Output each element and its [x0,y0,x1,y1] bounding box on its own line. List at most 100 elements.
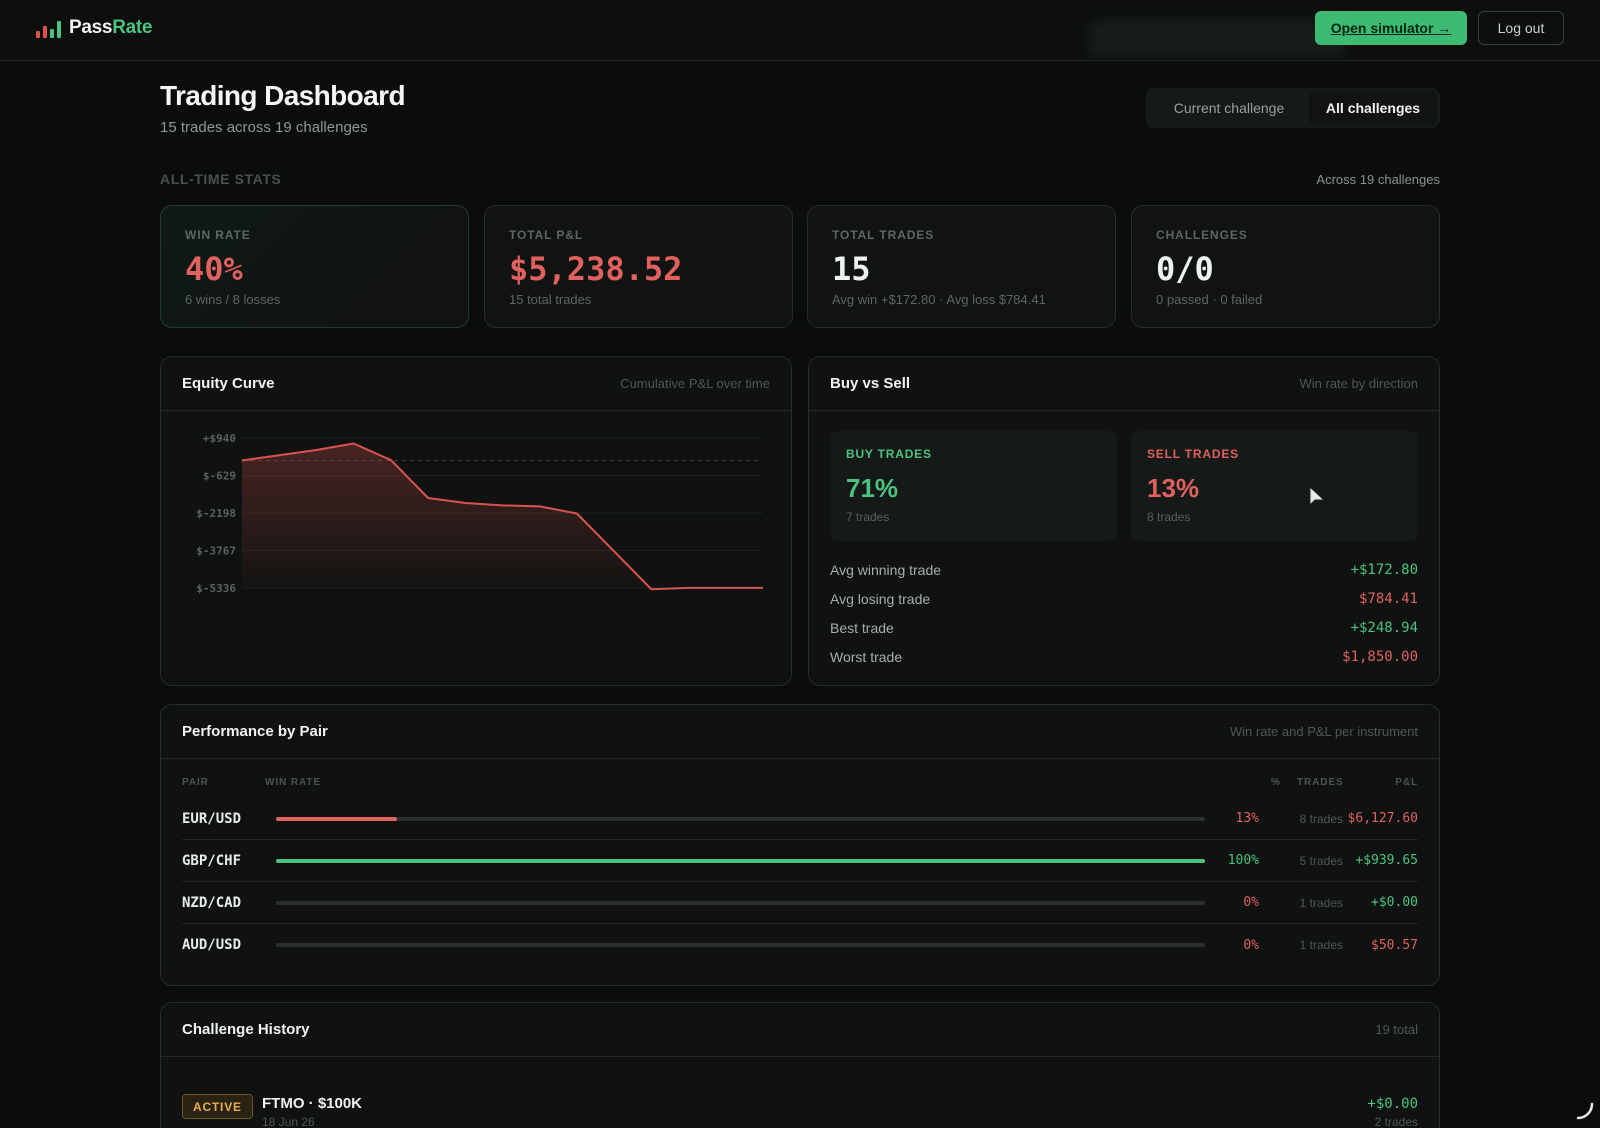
best-trade-row: Best trade +$248.94 [830,618,1418,638]
total-pnl-value: $5,238.52 [509,250,683,288]
pair-pct: 0% [1243,937,1259,953]
win-rate-value: 40% [185,250,243,288]
challenge-trades: 2 trades [1374,1115,1418,1128]
performance-by-pair-panel: Performance by Pair Win rate and P&L per… [160,704,1440,986]
y-tick-label: $-5336 [196,582,236,595]
tab-all-challenges[interactable]: All challenges [1309,91,1437,125]
buy-sell-hint: Win rate by direction [1299,376,1419,391]
challenge-date: 18 Jun 26 [262,1115,315,1128]
win-rate-label: WIN RATE [185,228,251,242]
scope-tabs: Current challenge All challenges [1146,88,1440,128]
pairs-hint: Win rate and P&L per instrument [1229,724,1418,739]
pair-pct: 100% [1227,853,1259,868]
avg-winning-label: Avg winning trade [830,562,942,578]
col-pair: PAIR [182,777,209,788]
sell-trades-label: SELL TRADES [1147,447,1239,461]
stats-section-hint: Across 19 challenges [1316,172,1440,187]
win-rate-card: WIN RATE 40% 6 wins / 8 losses [160,205,469,328]
bar-chart-icon [36,18,61,38]
stats-section-label: ALL-TIME STATS [160,171,282,187]
history-header: Challenge History 19 total [161,1003,1439,1057]
pair-name: AUD/USD [182,937,242,953]
win-rate-bar [276,816,1205,821]
pairs-header: Performance by Pair Win rate and P&L per… [161,705,1439,759]
best-trade-value: +$248.94 [1350,620,1418,636]
win-rate-bar [276,900,1205,905]
open-simulator-button[interactable]: Open simulator → [1315,11,1467,45]
pair-pnl: $50.57 [1371,937,1418,953]
buy-trades-sub: 7 trades [846,510,890,524]
pair-row[interactable]: EUR/USD 13% 8 trades $6,127.60 [182,798,1418,840]
pair-name: GBP/CHF [182,852,242,869]
pair-trades: 1 trades [1299,938,1343,952]
buy-sell-header: Buy vs Sell Win rate by direction [809,357,1439,411]
equity-line [241,442,763,591]
pair-row[interactable]: GBP/CHF 100% 5 trades +$939.65 [182,840,1418,882]
win-rate-bar-fill [276,816,397,821]
page-subtitle: 15 trades across 19 challenges [160,119,368,136]
avg-winning-value: +$172.80 [1350,562,1418,578]
pairs-title: Performance by Pair [182,723,328,740]
sell-trades-value: 13% [1147,473,1200,503]
avg-winning-row: Avg winning trade +$172.80 [830,560,1418,580]
pair-name: EUR/USD [182,810,242,827]
pair-pnl: +$0.00 [1371,895,1418,910]
total-trades-card: TOTAL TRADES 15 Avg win +$172.80 · Avg l… [807,205,1116,328]
col-win-rate: WIN RATE [265,777,321,788]
y-tick-label: $-3767 [196,545,236,558]
challenge-name: FTMO · $100K [262,1095,363,1112]
challenges-card: CHALLENGES 0/0 0 passed · 0 failed [1131,205,1440,328]
avg-losing-row: Avg losing trade $784.41 [830,589,1418,609]
logout-button[interactable]: Log out [1478,11,1564,45]
pair-trades: 1 trades [1299,895,1343,910]
pair-row[interactable]: AUD/USD 0% 1 trades $50.57 [182,924,1418,966]
pair-pct: 13% [1235,811,1259,826]
blurred-region [1090,20,1344,58]
challenge-history-panel: Challenge History 19 total ACTIVE FTMO ·… [160,1002,1440,1128]
history-hint: 19 total [1375,1022,1418,1037]
brand-name: PassRate [69,17,153,38]
equity-chart: +$940 $-629 $-2198 $-3767 $-5336 [196,432,763,595]
col-trades: TRADES [1297,777,1344,788]
worst-trade-row: Worst trade $1,850.00 [830,647,1418,667]
buy-trades-card: BUY TRADES 71% 7 trades [830,431,1117,541]
pair-trades: 8 trades [1299,811,1343,826]
pair-row[interactable]: NZD/CAD 0% 1 trades +$0.00 [182,882,1418,924]
pair-pct: 0% [1243,895,1259,910]
sell-trades-sub: 8 trades [1147,510,1191,524]
pair-trades: 5 trades [1299,853,1343,868]
best-trade-label: Best trade [830,620,894,636]
mouse-cursor-icon [1309,486,1326,507]
buy-sell-panel: Buy vs Sell Win rate by direction BUY TR… [808,356,1440,686]
avg-losing-label: Avg losing trade [830,591,931,607]
total-pnl-label: TOTAL P&L [509,228,584,242]
win-rate-bar [276,858,1205,863]
brand-logo[interactable]: PassRate [36,17,152,39]
status-badge: ACTIVE [182,1094,253,1119]
total-trades-label: TOTAL TRADES [832,228,935,242]
y-tick-label: $-629 [203,470,236,483]
challenges-sub: 0 passed · 0 failed [1156,292,1263,307]
total-trades-value: 15 [832,250,871,288]
total-trades-sub: Avg win +$172.80 · Avg loss $784.41 [832,292,1046,307]
equity-curve-hint: Cumulative P&L over time [620,376,770,391]
top-bar: PassRate Open simulator → Log out [0,0,1600,61]
y-tick-label: $-2198 [196,507,236,520]
equity-area [242,443,763,590]
total-pnl-sub: 15 total trades [509,292,592,307]
total-pnl-card: TOTAL P&L $5,238.52 15 total trades [484,205,793,328]
sell-trades-card: SELL TRADES 13% 8 trades [1131,431,1418,541]
loading-spinner-icon [1576,1102,1594,1120]
win-rate-sub: 6 wins / 8 losses [185,292,281,307]
col-pnl: P&L [1395,777,1418,788]
pair-name: NZD/CAD [182,894,242,911]
worst-trade-label: Worst trade [830,649,903,665]
equity-curve-header: Equity Curve Cumulative P&L over time [161,357,791,411]
pair-pnl: $6,127.60 [1347,811,1418,826]
challenges-value: 0/0 [1156,250,1214,288]
buy-trades-label: BUY TRADES [846,447,932,461]
win-rate-bar-fill [276,858,1205,863]
win-rate-bar [276,943,1205,947]
tab-current-challenge[interactable]: Current challenge [1173,100,1285,116]
col-pct: % [1271,777,1281,788]
